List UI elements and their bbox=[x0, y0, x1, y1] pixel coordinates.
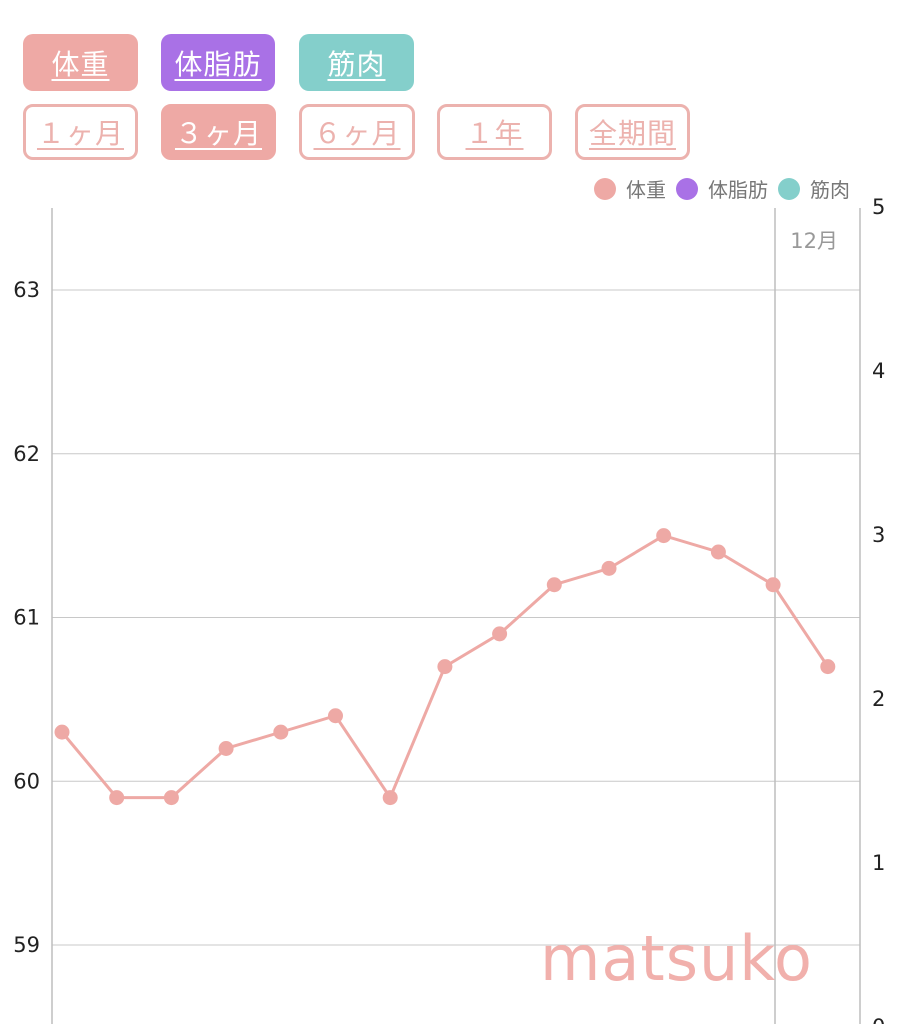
data-point bbox=[163, 790, 179, 806]
legend-dot-icon bbox=[594, 177, 616, 200]
y-left-tick-label: 59 bbox=[13, 933, 40, 957]
y-right-tick-label: 3 bbox=[872, 523, 885, 547]
metric-tab-body-fat[interactable]: 体脂肪 bbox=[161, 34, 275, 91]
data-point bbox=[437, 659, 453, 675]
legend-dot-icon bbox=[676, 177, 698, 200]
y-left-tick-label: 62 bbox=[13, 442, 40, 466]
data-point bbox=[765, 577, 781, 593]
period-tab-6-months[interactable]: ６ヶ月 bbox=[299, 104, 415, 160]
legend-dot-icon bbox=[778, 177, 800, 200]
data-point bbox=[820, 659, 836, 675]
legend-item-body-fat: 体脂肪 bbox=[676, 174, 768, 203]
period-tab-1-year[interactable]: １年 bbox=[437, 104, 552, 160]
period-tab-3-months[interactable]: ３ヶ月 bbox=[161, 104, 276, 160]
data-point bbox=[601, 560, 617, 576]
legend-item-weight: 体重 bbox=[594, 174, 666, 203]
data-point bbox=[109, 790, 125, 806]
data-point bbox=[54, 724, 70, 740]
legend-label: 体重 bbox=[626, 178, 666, 202]
data-point bbox=[710, 544, 726, 560]
month-marker-label: 12月 bbox=[790, 229, 838, 253]
legend-item-muscle: 筋肉 bbox=[778, 174, 850, 203]
metric-tab-muscle[interactable]: 筋肉 bbox=[299, 34, 414, 91]
data-point bbox=[546, 577, 562, 593]
y-left-tick-label: 63 bbox=[13, 278, 40, 302]
legend-label: 筋肉 bbox=[810, 178, 850, 202]
data-point bbox=[273, 724, 289, 740]
y-left-tick-label: 60 bbox=[13, 769, 40, 793]
metric-tab-weight[interactable]: 体重 bbox=[23, 34, 138, 91]
period-tab-1-month[interactable]: １ヶ月 bbox=[23, 104, 138, 160]
y-right-tick-label: 2 bbox=[872, 687, 885, 711]
y-right-tick-label: 1 bbox=[872, 851, 885, 875]
data-point bbox=[492, 626, 508, 642]
y-right-tick-label: 0 bbox=[872, 1015, 885, 1024]
y-left-tick-label: 61 bbox=[13, 606, 40, 630]
y-right-tick-label: 4 bbox=[872, 359, 885, 383]
watermark-text: matsuko bbox=[540, 922, 813, 995]
data-point bbox=[328, 708, 343, 724]
data-point bbox=[218, 741, 234, 756]
period-tab-all[interactable]: 全期間 bbox=[575, 104, 690, 160]
data-point bbox=[382, 790, 398, 806]
chart-legend: 体重 体脂肪 筋肉 bbox=[584, 174, 850, 203]
y-right-tick-label: 5 bbox=[872, 195, 885, 219]
legend-label: 体脂肪 bbox=[708, 178, 768, 202]
data-point bbox=[656, 528, 672, 544]
